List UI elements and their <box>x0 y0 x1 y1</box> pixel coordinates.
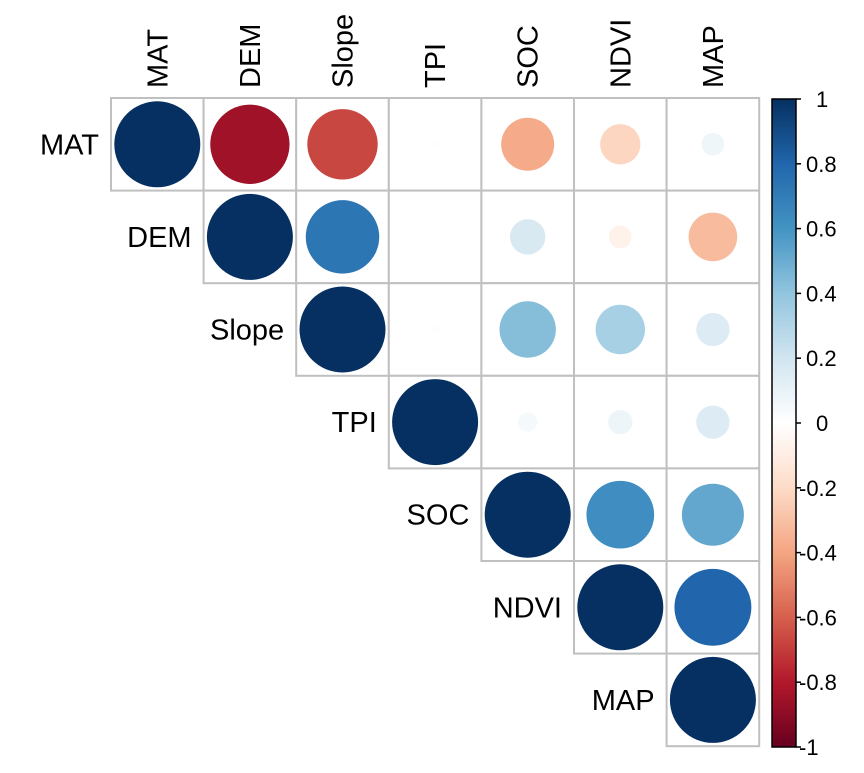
corr-circle-dem-tpi <box>434 236 436 238</box>
column-label-tpi: TPI <box>420 43 452 88</box>
corr-circle-dem-dem <box>206 193 293 280</box>
grid-cell <box>665 374 761 470</box>
column-label-dem: DEM <box>235 24 267 88</box>
corr-circle-ndvi-map <box>674 568 752 646</box>
row-label-soc: SOC <box>407 500 470 532</box>
row-label-map: MAP <box>592 685 655 717</box>
corr-circle-mat-slope <box>307 109 378 180</box>
row-label-slope: Slope <box>210 315 284 347</box>
colorbar-tick-label: -1 <box>799 735 819 760</box>
corr-circle-dem-slope <box>305 200 380 274</box>
corr-circle-soc-ndvi <box>586 480 655 549</box>
column-label-map: MAP <box>698 25 730 88</box>
colorbar-tick-label: 1 <box>816 87 828 112</box>
corr-circle-soc-soc <box>484 471 571 558</box>
corr-circle-tpi-soc <box>518 412 538 432</box>
corr-circle-slope-slope <box>299 286 386 373</box>
corr-circle-soc-map <box>681 483 744 546</box>
colorbar: 1 0.8 0.6 0.4 0.2 0 -0.2 -0.4 -0.6 -0.8 -1 <box>771 87 837 760</box>
colorbar-tick-label: -0.6 <box>799 605 837 630</box>
colorbar-tick-label: 0.8 <box>806 152 837 177</box>
colorbar-gradient <box>771 98 797 748</box>
column-label-mat: MAT <box>142 29 174 88</box>
column-label-slope: Slope <box>328 14 360 88</box>
corr-circle-slope-map <box>696 312 730 347</box>
corr-circle-tpi-tpi <box>392 379 479 466</box>
corr-circle-tpi-ndvi <box>608 409 633 435</box>
column-label-soc: SOC <box>513 25 545 88</box>
corr-circle-tpi-map <box>696 405 730 439</box>
corr-circle-mat-ndvi <box>600 124 641 165</box>
corr-circle-mat-soc <box>501 117 555 171</box>
corr-circle-dem-ndvi <box>608 225 632 249</box>
circle-layer <box>114 101 756 743</box>
colorbar-tick-label: -0.8 <box>799 670 837 695</box>
colorbar-tick-label: -0.4 <box>799 541 837 566</box>
row-label-ndvi: NDVI <box>493 592 562 624</box>
colorbar-ticks: 1 0.8 0.6 0.4 0.2 0 -0.2 -0.4 -0.6 -0.8 -1 <box>796 87 837 760</box>
row-label-mat: MAT <box>40 129 99 161</box>
corr-circle-mat-mat <box>114 101 201 188</box>
corr-circle-dem-soc <box>509 219 546 255</box>
row-label-dem: DEM <box>127 222 191 254</box>
row-label-tpi: TPI <box>332 407 377 439</box>
colorbar-tick-label: 0.4 <box>806 281 837 306</box>
row-labels: MAT DEM Slope TPI SOC NDVI MAP <box>40 129 655 717</box>
colorbar-tick-label: 0.2 <box>806 346 837 371</box>
colorbar-tick-label: -0.2 <box>799 476 837 501</box>
column-labels: MAT DEM Slope TPI SOC NDVI MAP <box>142 14 730 88</box>
colorbar-tick-label: 0.6 <box>806 217 837 242</box>
corr-circle-mat-dem <box>210 104 290 184</box>
corr-circle-slope-ndvi <box>595 304 646 355</box>
corr-circle-map-map <box>669 656 756 743</box>
corr-circle-mat-tpi <box>430 140 440 149</box>
corr-circle-mat-map <box>701 132 725 156</box>
corr-circle-dem-map <box>688 212 738 262</box>
corr-circle-slope-soc <box>499 301 556 358</box>
corr-circle-slope-tpi <box>430 325 440 334</box>
corr-circle-ndvi-ndvi <box>577 564 664 651</box>
column-label-ndvi: NDVI <box>605 19 637 88</box>
colorbar-tick-label: 0 <box>816 411 828 436</box>
